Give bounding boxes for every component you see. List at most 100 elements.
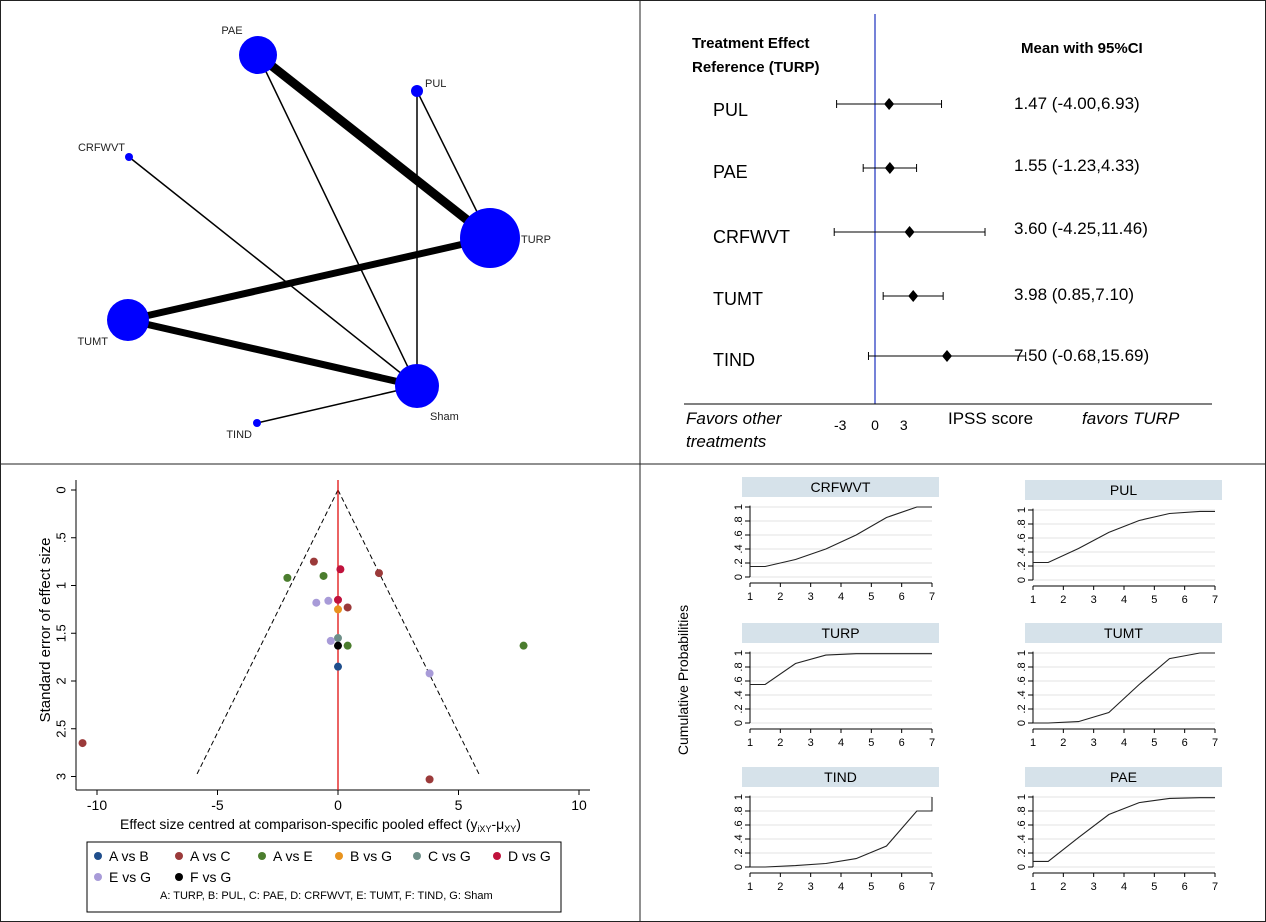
forest-header-left-line2: Reference (TURP) [692,59,820,76]
ranks-panel-title-crfwvt: CRFWVT [811,479,871,495]
funnel-legend-label-a-vs-b: A vs B [109,848,149,864]
forest-header-left-line1: Treatment Effect [692,35,810,52]
funnel-xtick-0: -10 [87,797,107,813]
ranks-xtick-tumt-2: 3 [1091,737,1097,749]
ranks-curve-turp [750,653,932,686]
funnel-legend-marker-c-vs-g [413,852,421,860]
ranks-ytick-pul-1: .2 [1016,561,1028,570]
ranks-ytick-pul-4: .8 [1016,519,1028,528]
network-node-pul [411,85,423,97]
ranks-panel-pul: PUL 0 .2 .4 .6 .8 1 1 2 3 4 5 6 7 [1016,480,1222,606]
network-node-crfwvt [125,153,133,161]
ranks-xtick-turp-1: 2 [777,737,783,749]
forest-point-crfwvt [904,226,915,238]
funnel-xtick-2: 0 [334,797,342,813]
ranks-ytick-pae-1: .2 [1016,848,1028,857]
funnel-legend-label-e-vs-g: E vs G [109,869,151,885]
funnel-xlabel-end: ) [516,816,521,832]
ranks-xtick-turp-5: 6 [899,737,905,749]
network-node-tind [253,419,261,427]
forest-plot: Treatment Effect Reference (TURP) Mean wit… [684,14,1212,451]
ranks-xtick-tumt-3: 4 [1121,737,1127,749]
forest-row-label-tumt: TUMT [713,289,763,309]
ranks-ytick-turp-4: .8 [733,662,745,671]
ranks-ytick-crfwvt-1: .2 [733,558,745,567]
funnel-legend-marker-e-vs-g [94,873,102,881]
forest-point-tind [942,350,952,362]
funnel-xlabel-sub: iXY [477,824,491,834]
ranks-ytick-tind-1: .2 [733,848,745,857]
funnel-legend-marker-a-vs-b [94,852,102,860]
funnel-xlabel-main: Effect size centred at comparison-specif… [120,816,477,832]
forest-xlabel: IPSS score [948,409,1033,428]
funnel-legend-label-b-vs-g: B vs G [350,848,392,864]
funnel-point-f-vs-g-0 [334,641,342,650]
ranks-xtick-pul-1: 2 [1060,594,1066,606]
funnel-point-a-vs-b-0 [334,662,342,671]
ranks-curve-tind [750,797,933,868]
ranks-ytick-crfwvt-5: 1 [733,504,745,510]
funnel-ytick-3: 1.5 [53,624,68,642]
ranks-panel-title-bg-tumt [1025,623,1222,643]
ranks-xtick-turp-4: 5 [868,737,874,749]
ranks-ytick-tind-4: .8 [733,806,745,815]
funnel-legend-marker-d-vs-g [493,852,501,860]
ranks-curve-tumt [1033,652,1215,724]
funnel-point-a-vs-c-0 [78,739,87,748]
ranks-xtick-tind-0: 1 [747,881,753,893]
ranks-xtick-tind-4: 5 [868,881,874,893]
ranks-xtick-tind-3: 4 [838,881,844,893]
network-node-tumt [107,299,149,341]
ranks-ytick-pul-0: 0 [1016,577,1028,583]
forest-xtick-2: 3 [900,417,908,433]
funnel-ytick-0: 0 [53,486,68,493]
ranks-xtick-turp-0: 1 [747,737,753,749]
forest-value-tumt: 3.98 (0.85,7.10) [1014,285,1134,304]
ranks-xtick-pae-2: 3 [1091,881,1097,893]
ranks-xtick-tind-6: 7 [929,881,935,893]
ranks-ytick-turp-1: .2 [733,704,745,713]
forest-xtick-1: 0 [871,417,879,433]
network-node-label-sham: Sham [430,411,459,423]
ranks-xtick-pul-6: 7 [1212,594,1218,606]
funnel-xlabel: Effect size centred at comparison-specif… [120,816,521,834]
ranks-xtick-tind-2: 3 [808,881,814,893]
forest-point-pae [884,162,895,174]
network-node-label-pul: PUL [425,78,446,90]
ranks-xtick-tind-5: 6 [899,881,905,893]
forest-left-note-line1: Favors other [686,409,783,428]
ranks-xtick-crfwvt-4: 5 [868,591,874,603]
funnel-point-b-vs-g-0 [334,605,342,614]
ranks-xtick-tind-1: 2 [777,881,783,893]
ranks-xtick-tumt-5: 6 [1182,737,1188,749]
forest-point-tumt [908,290,919,302]
funnel-point-d-vs-g-0 [336,565,345,574]
funnel-xlabel-mid: -μ [491,816,504,832]
forest-header-right: Mean with 95%CI [1021,40,1143,57]
ranks-curve-pae [1033,797,1215,862]
ranks-xtick-pae-3: 4 [1121,881,1127,893]
ranks-panel-tind: TIND 0 .2 .4 .6 .8 1 1 2 3 4 5 6 7 [733,767,939,893]
forest-value-crfwvt: 3.60 (-4.25,11.46) [1014,219,1148,238]
ranks-xtick-pul-0: 1 [1030,594,1036,606]
funnel-point-c-vs-g-0 [334,634,342,643]
ranks-xtick-crfwvt-5: 6 [899,591,905,603]
ranks-ytick-pul-5: 1 [1016,507,1028,513]
ranks-ytick-turp-0: 0 [733,720,745,726]
ranks-xtick-crfwvt-1: 2 [777,591,783,603]
funnel-legend-label-c-vs-g: C vs G [428,848,471,864]
ranks-xtick-pul-4: 5 [1151,594,1157,606]
network-edge-tumt-turp [127,234,491,324]
ranks-xtick-tumt-1: 2 [1060,737,1066,749]
network-node-label-tumt: TUMT [77,336,108,348]
ranks-xtick-pae-0: 1 [1030,881,1036,893]
ranks-xtick-pul-2: 3 [1091,594,1097,606]
ranks-xtick-pae-6: 7 [1212,881,1218,893]
ranks-ytick-pae-4: .8 [1016,806,1028,815]
ranks-panel-crfwvt: CRFWVT 0 .2 .4 .6 .8 1 1 2 3 4 5 6 7 [733,477,939,603]
ranks-ytick-tind-0: 0 [733,864,745,870]
ranks-ytick-tumt-2: .4 [1016,690,1028,699]
ranks-xtick-pul-5: 6 [1182,594,1188,606]
ranks-xtick-pul-3: 4 [1121,594,1127,606]
ranks-ytick-tumt-3: .6 [1016,676,1028,685]
